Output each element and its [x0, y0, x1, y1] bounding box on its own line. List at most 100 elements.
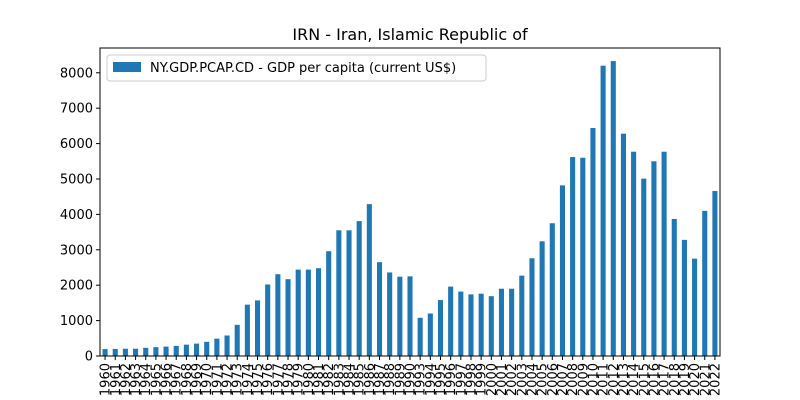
x-tick-label-1994: 1994 — [424, 363, 439, 396]
x-tick-label-2009: 2009 — [576, 363, 591, 396]
x-tick-label-1989: 1989 — [393, 363, 408, 396]
bar-1985 — [356, 221, 362, 356]
bar-2019 — [681, 239, 687, 356]
legend-box — [106, 54, 487, 82]
bar-1973 — [234, 324, 240, 356]
bar-1988 — [387, 272, 393, 356]
bar-1978 — [285, 279, 291, 356]
x-tick-label-1963: 1963 — [129, 363, 144, 396]
bar-1995 — [437, 300, 444, 356]
x-tick-label-1976: 1976 — [261, 363, 276, 396]
bar-2020 — [692, 258, 698, 356]
bar-2013 — [620, 133, 626, 356]
y-tick-label-6000: 6000 — [60, 137, 93, 152]
x-tick-label-1987: 1987 — [373, 363, 388, 396]
x-tick-label-1978: 1978 — [282, 363, 297, 396]
x-tick-label-1985: 1985 — [353, 363, 368, 396]
x-tick-label-1960: 1960 — [99, 363, 114, 396]
legend-swatch — [113, 62, 141, 72]
bar-2008 — [570, 157, 576, 356]
y-tick-label-8000: 8000 — [60, 66, 93, 81]
x-tick-label-1972: 1972 — [221, 363, 236, 396]
bar-1993 — [417, 317, 423, 356]
y-tick-label-1000: 1000 — [60, 314, 93, 329]
y-tick-label-3000: 3000 — [60, 243, 93, 258]
x-tick-label-1999: 1999 — [475, 363, 490, 396]
legend-label: NY.GDP.PCAP.CD - GDP per capita (current… — [150, 61, 456, 76]
bar-1976 — [265, 284, 271, 356]
x-tick-label-2013: 2013 — [617, 363, 632, 396]
y-axis: 0 1000 2000 3000 4000 5000 6000 7000 8000 — [60, 66, 100, 365]
bar-1997 — [458, 291, 464, 356]
x-tick-label-1998: 1998 — [464, 363, 479, 396]
x-tick-label-1984: 1984 — [343, 363, 358, 396]
legend: NY.GDP.PCAP.CD - GDP per capita (current… — [106, 54, 487, 82]
bar-1981 — [315, 268, 322, 356]
x-tick-label-2002: 2002 — [505, 363, 520, 396]
x-tick-label-1973: 1973 — [231, 363, 246, 396]
x-tick-label-1982: 1982 — [322, 363, 337, 396]
x-tick-label-2016: 2016 — [647, 363, 662, 396]
bar-1977 — [275, 274, 281, 356]
bar-2012 — [610, 61, 616, 356]
bar-2004 — [529, 258, 535, 356]
x-tick-label-2011: 2011 — [597, 363, 612, 396]
bar-1969 — [194, 343, 200, 356]
bar-1975 — [255, 300, 261, 356]
x-tick-label-1975: 1975 — [251, 363, 266, 396]
bar-2014 — [631, 151, 637, 356]
bar-2021 — [702, 210, 708, 356]
bar-1964 — [143, 347, 149, 356]
x-tick-label-1970: 1970 — [200, 363, 215, 396]
x-tick-label-1990: 1990 — [404, 363, 419, 396]
plot-frame — [99, 47, 721, 357]
x-tick-label-1993: 1993 — [414, 363, 429, 396]
x-tick-label-1980: 1980 — [302, 363, 317, 396]
bar-2007 — [559, 185, 565, 356]
bar-1967 — [173, 345, 179, 356]
bar-2015 — [641, 178, 647, 356]
bar-1986 — [366, 204, 372, 356]
x-tick-label-1981: 1981 — [312, 363, 327, 396]
bar-2000 — [488, 296, 494, 356]
x-tick-label-2020: 2020 — [688, 363, 703, 396]
x-tick-label-2018: 2018 — [668, 363, 683, 396]
x-tick-label-1968: 1968 — [180, 363, 195, 396]
bar-2009 — [580, 157, 586, 356]
bar-1996 — [448, 286, 454, 356]
bar-2010 — [590, 128, 596, 356]
chart-title: IRN - Iran, Islamic Republic of — [292, 25, 528, 44]
bars-group — [102, 61, 718, 356]
bar-1974 — [244, 304, 250, 356]
x-tick-label-1988: 1988 — [383, 363, 398, 396]
bar-1980 — [305, 269, 311, 356]
bar-1989 — [397, 276, 403, 356]
x-tick-label-1997: 1997 — [454, 363, 469, 396]
x-tick-label-2000: 2000 — [485, 363, 500, 396]
bar-1987 — [376, 262, 383, 356]
x-tick-label-2022: 2022 — [708, 363, 723, 396]
y-tick-label-5000: 5000 — [60, 172, 93, 187]
x-tick-label-1996: 1996 — [444, 363, 459, 396]
x-tick-label-1979: 1979 — [292, 363, 307, 396]
bar-2002 — [509, 288, 515, 356]
x-tick-label-2015: 2015 — [637, 363, 652, 396]
x-tick-label-1967: 1967 — [170, 363, 185, 396]
x-tick-label-2008: 2008 — [566, 363, 581, 396]
bar-1984 — [346, 230, 352, 356]
bar-2011 — [600, 65, 606, 356]
x-tick-label-2004: 2004 — [525, 363, 540, 396]
x-tick-label-1964: 1964 — [139, 363, 154, 396]
bar-2001 — [498, 288, 505, 356]
x-tick-label-1971: 1971 — [210, 363, 225, 396]
bar-1983 — [336, 230, 342, 356]
bar-2005 — [539, 241, 545, 356]
x-tick-label-1974: 1974 — [241, 363, 256, 396]
x-tick-label-1969: 1969 — [190, 363, 205, 396]
bar-2003 — [519, 275, 525, 356]
bar-1966 — [163, 346, 169, 356]
x-tick-label-1983: 1983 — [332, 363, 347, 396]
bar-1990 — [407, 276, 413, 356]
